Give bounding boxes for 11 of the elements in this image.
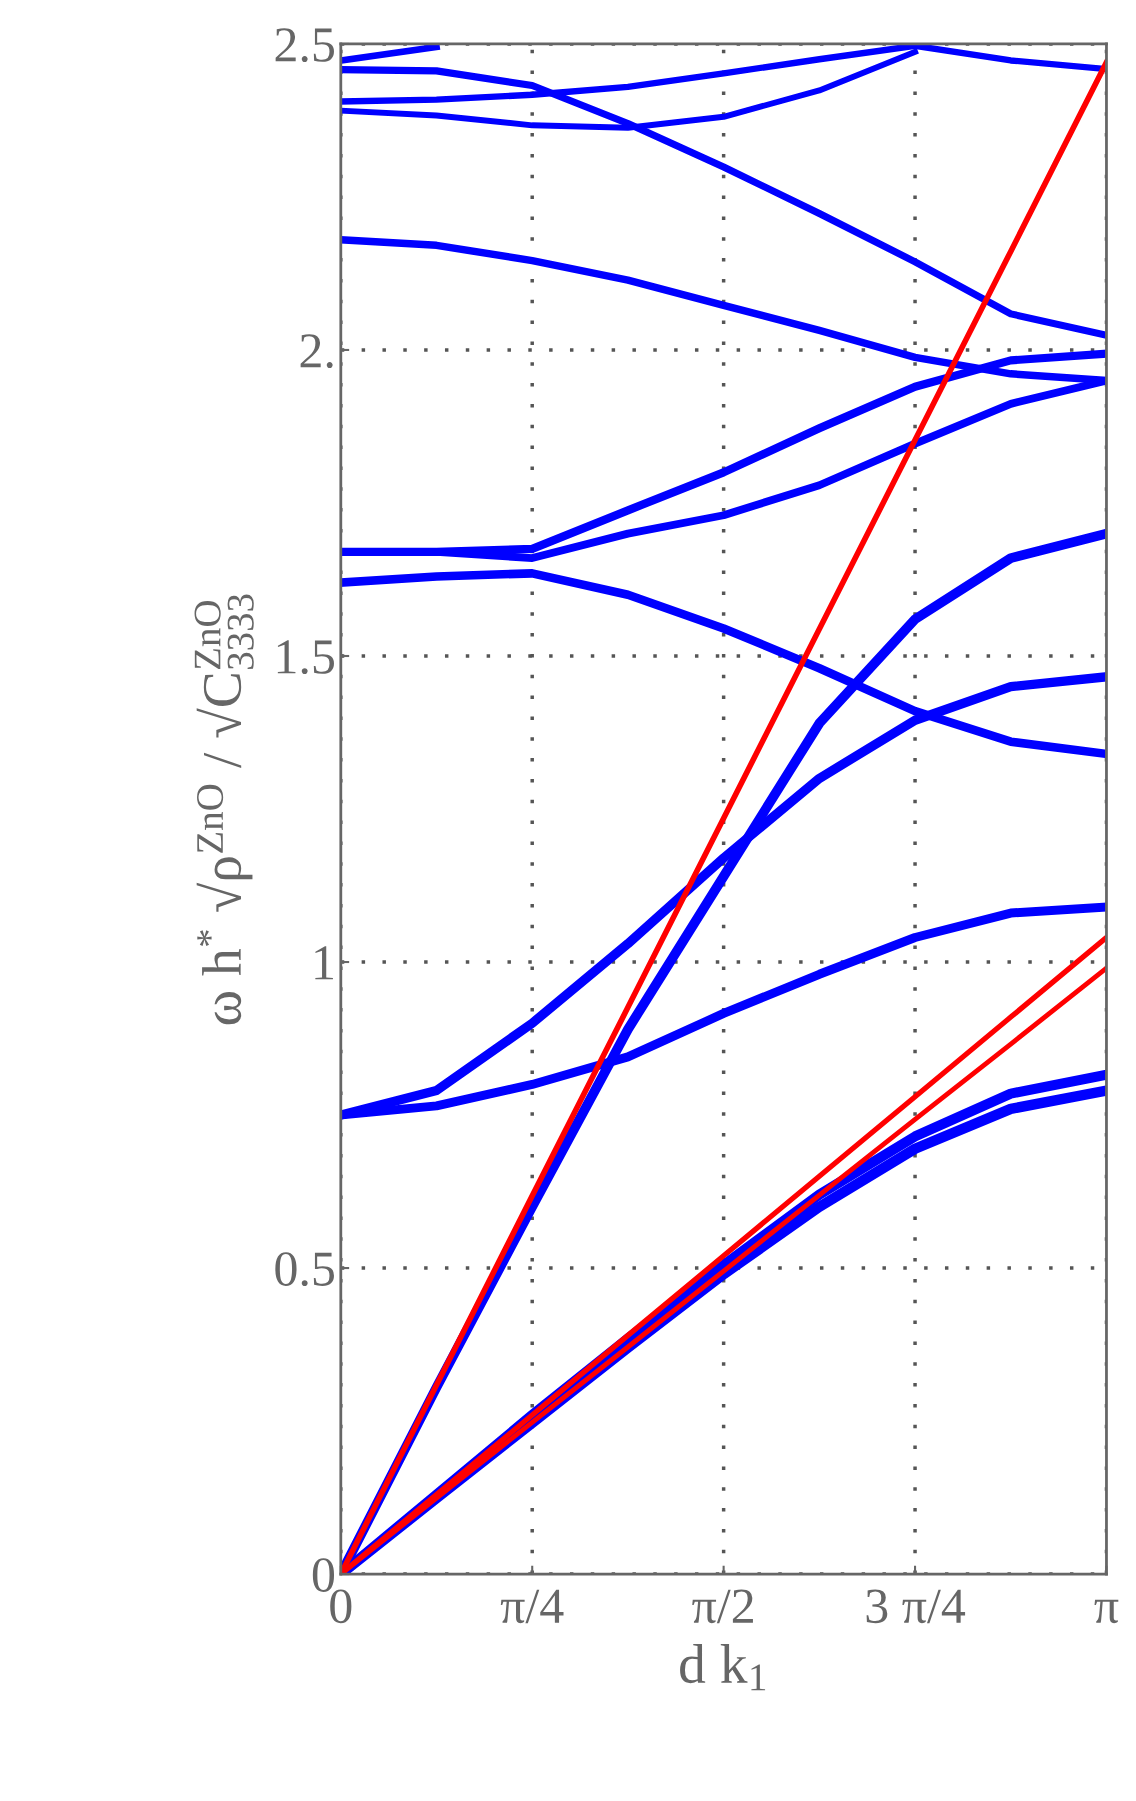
y-tick-label: 1 — [315, 946, 333, 980]
x-tick-label: π/4 — [500, 1589, 564, 1624]
y-tick-label: 1.5 — [277, 640, 334, 675]
x-tick-label: 3 π/4 — [866, 1589, 966, 1624]
x-tick-label: π/2 — [692, 1589, 753, 1624]
x-tick-label: π — [1094, 1599, 1119, 1624]
x-axis-title: d k$_{1}$ — [680, 1644, 766, 1691]
y-tick-label: 2. — [300, 334, 333, 369]
y-tick-label: 2.5 — [275, 28, 334, 62]
y-tick-label: 0.5 — [275, 1252, 334, 1287]
y-axis-title: ω h$^{*}$ √ρ$^{ZnO}$ / √C$^{ZnO}$$_{3333}$ — [194, 594, 254, 1025]
